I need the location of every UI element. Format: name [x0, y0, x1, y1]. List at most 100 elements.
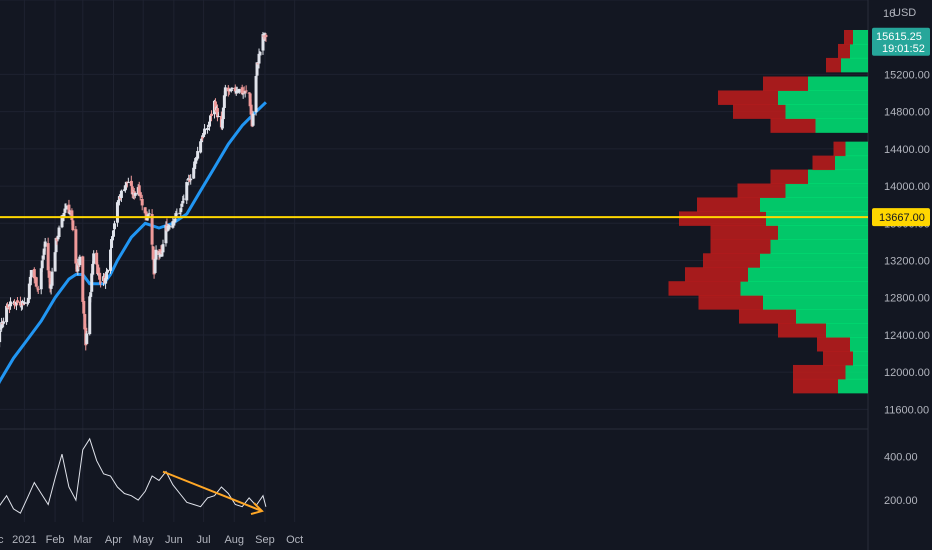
candle-body — [119, 190, 123, 198]
candle-body — [199, 141, 203, 153]
candle-body — [257, 53, 261, 64]
candle-body — [67, 204, 71, 214]
candle-body — [235, 90, 239, 92]
volume-profile-down-bar — [793, 378, 838, 394]
x-axis[interactable]: Dec 2021 Feb Mar Apr May Jun Jul Aug Sep Oct — [0, 534, 303, 546]
candle-body — [196, 151, 200, 159]
candle-body — [115, 202, 119, 223]
candle-body — [47, 270, 51, 278]
candle-body — [180, 203, 184, 207]
candle-body — [139, 196, 143, 198]
volume-profile-down-bar — [826, 57, 841, 73]
candle-body — [154, 249, 158, 260]
candle-body — [104, 278, 108, 284]
volume-profile-up-bar — [838, 378, 868, 394]
volume-profile-down-bar — [793, 364, 846, 380]
y-axis[interactable]: 11600.00 12000.00 12400.00 12800.00 13200.00… — [883, 7, 930, 507]
candle-body — [249, 104, 253, 115]
candle-body — [56, 235, 60, 240]
candle-body — [143, 207, 147, 214]
volume-profile-down-bar — [697, 197, 760, 212]
candle-body — [95, 252, 99, 265]
candle-body — [207, 126, 211, 128]
candle-body — [90, 273, 94, 292]
candle-body — [167, 225, 171, 227]
last-price-label: 15615.25 — [876, 31, 922, 43]
oscillator-line — [0, 437, 267, 514]
candle-body — [158, 251, 162, 257]
candle-body — [5, 305, 9, 323]
volume-profile-down-bar — [763, 76, 808, 91]
candle-body — [123, 185, 127, 191]
date-tick-label: Jun — [165, 534, 183, 546]
volume-profile-up-bar — [760, 253, 868, 268]
price-tick-label: 11600.00 — [884, 404, 929, 416]
volume-profile-up-bar — [850, 337, 868, 352]
candle-body — [54, 238, 58, 253]
price-tick-label: 16 — [883, 8, 895, 20]
moving-average-line — [0, 101, 267, 385]
candle-body — [50, 271, 54, 286]
date-tick-label: Dec — [0, 534, 4, 546]
candle-body — [229, 89, 233, 91]
oscillator-tick-label: 200.00 — [884, 495, 918, 507]
candle-body — [106, 269, 110, 273]
candle-body — [187, 178, 191, 181]
candle-body — [53, 252, 57, 272]
candle-body — [49, 284, 53, 289]
volume-profile-down-bar — [812, 155, 835, 171]
candle-body — [48, 278, 52, 289]
candle-body — [18, 301, 22, 306]
candle-body — [215, 108, 219, 118]
candle-body — [203, 128, 207, 135]
candle-body — [178, 212, 182, 214]
candle-body — [230, 87, 234, 89]
candle-body — [150, 214, 154, 245]
candle-body — [210, 113, 213, 116]
date-tick-label: 2021 — [12, 534, 36, 546]
candle-body — [206, 128, 210, 131]
candle-body — [130, 186, 134, 195]
volume-profile-up-bar — [845, 141, 868, 157]
candle-body — [34, 277, 38, 287]
candle-body — [78, 256, 82, 266]
volume-profile-down-bar — [710, 239, 771, 254]
volume-profile-up-bar — [808, 169, 868, 185]
candle-body — [144, 211, 148, 221]
candle-body — [126, 182, 130, 184]
candle-body — [60, 215, 64, 228]
volume-profile-down-bar — [844, 29, 853, 45]
candle-body — [175, 213, 179, 215]
volume-profile — [668, 29, 868, 394]
candle-body — [26, 297, 30, 303]
candle-body — [226, 87, 230, 92]
volume-profile-down-bar — [679, 211, 766, 226]
candle-body — [140, 198, 144, 206]
date-tick-label: May — [133, 534, 154, 546]
volume-profile-up-bar — [785, 183, 868, 198]
support-line-badge — [872, 208, 930, 227]
candle-body — [233, 87, 237, 92]
volume-profile-up-bar — [760, 197, 868, 212]
candle-body — [0, 327, 3, 330]
volume-profile-down-bar — [833, 141, 846, 157]
price-tick-label: 14000.00 — [884, 181, 930, 193]
candle-body — [35, 287, 39, 289]
candle-body — [32, 269, 36, 279]
volume-profile-up-bar — [763, 295, 868, 310]
candle-body — [89, 292, 93, 297]
candle-body — [0, 330, 2, 343]
support-line-price-label: 13667.00 — [879, 212, 925, 224]
candle-body — [88, 296, 92, 335]
candle-body — [182, 198, 186, 200]
candle-body — [83, 314, 87, 330]
candle-body — [166, 225, 170, 231]
candle-body — [248, 93, 252, 107]
volume-profile-up-bar — [835, 155, 868, 171]
candle-body — [41, 255, 45, 259]
candle-body — [76, 263, 80, 272]
date-tick-label: Aug — [224, 534, 244, 546]
candle-body — [63, 208, 67, 213]
candle-body — [133, 192, 137, 196]
